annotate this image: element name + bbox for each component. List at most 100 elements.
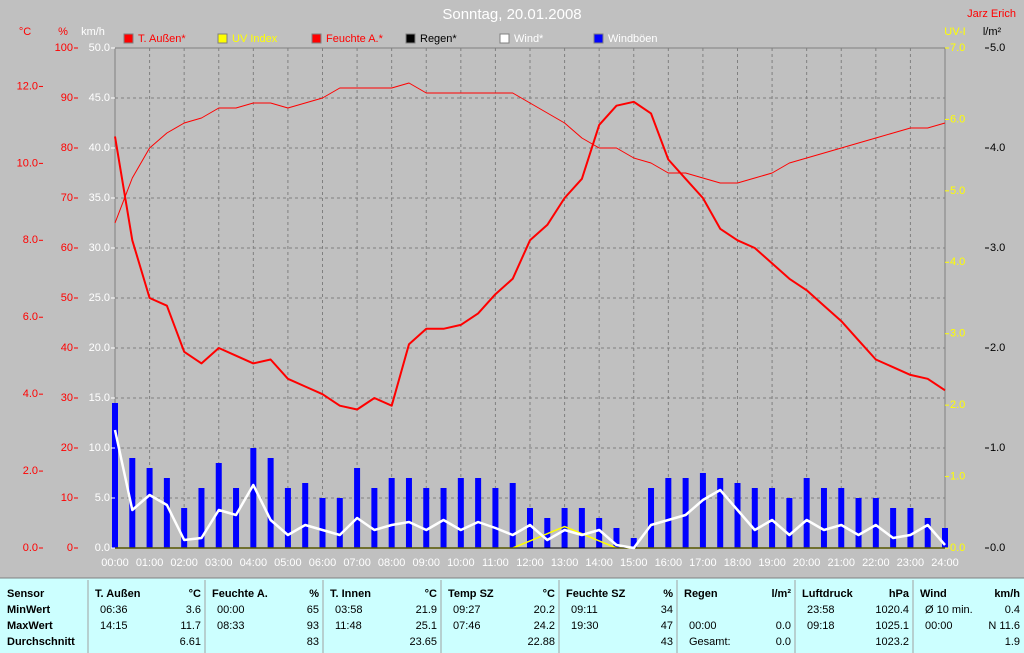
y-tick-label: 40 [61,342,73,354]
cell-time: 03:58 [335,604,363,616]
y-tick-label: 4.0 [23,388,38,400]
column-unit: l/m² [771,588,791,600]
stats-panel [0,578,1024,653]
gust-bar [163,478,170,548]
gust-bar [786,498,793,548]
y-tick-label: 3.0 [990,242,1005,254]
cell-value: 25.1 [416,620,437,632]
x-tick-label: 14:00 [585,557,613,569]
gust-bar [198,488,205,548]
x-tick-label: 05:00 [274,557,302,569]
gust-bar [371,488,378,548]
y-tick-label: 30.0 [89,242,110,254]
x-tick-label: 22:00 [862,557,890,569]
x-tick-label: 10:00 [447,557,475,569]
cell-value: 1023.2 [875,636,909,648]
column-unit: km/h [994,588,1020,600]
y-tick-label: 15.0 [89,392,110,404]
y-tick-label: 50 [61,292,73,304]
y-tick-label: 35.0 [89,192,110,204]
gust-bar [613,528,620,548]
x-tick-label: 16:00 [655,557,683,569]
gust-bar [855,498,862,548]
axes: 00:00 01:00 02:00 03:00 04:00 05:00 06:00 07:00… [17,26,1006,569]
cell-value: 93 [307,620,319,632]
y-tick-label: 0.0 [23,542,38,554]
cell-time: Gesamt: [689,636,731,648]
y-tick-label: 10 [61,492,73,504]
gust-bar [596,518,603,548]
cell-time: 09:11 [571,604,598,616]
gust-bar [717,478,724,548]
y-tick-label: 6.0 [950,113,965,125]
x-tick-label: 19:00 [758,557,786,569]
x-tick-label: 12:00 [516,557,544,569]
legend-swatch [217,33,228,44]
y-tick-label: 100 [55,42,73,54]
y-tick-label: 1.0 [950,470,965,482]
stats-table: Sensor T. Außen °C Feuchte A.% T. Innen °C Tem… [7,580,1020,653]
cell-time: 11:48 [335,620,362,632]
cell-value: 43 [661,636,673,648]
cell-value: 22.88 [527,636,555,648]
cell-value: 1.9 [1005,636,1020,648]
gust-bar [181,508,188,548]
cell-time: 08:33 [217,620,245,632]
gust-bar [907,508,914,548]
gust-bar [751,488,758,548]
x-tick-label: 13:00 [551,557,579,569]
x-tick-label: 07:00 [343,557,371,569]
gust-bar [423,488,430,548]
column-unit: % [663,588,673,600]
x-tick-label: 21:00 [827,557,855,569]
gust-bar [509,483,516,548]
y-tick-label: 2.0 [990,342,1005,354]
cell-value: 65 [307,604,319,616]
y-tick-label: 4.0 [950,256,965,268]
x-tick-label: 17:00 [689,557,717,569]
gust-bar [388,478,395,548]
gust-bar [284,488,291,548]
y-tick-label: 2.0 [23,465,38,477]
cell-value: 0.4 [1005,604,1020,616]
y-tick-label: 40.0 [89,142,110,154]
y-tick-label: 0.0 [950,542,965,554]
author: Jarz Erich [967,8,1016,20]
gust-bar [336,498,343,548]
y-tick-label: 5.0 [950,185,965,197]
legend-label: Regen* [420,33,457,45]
x-tick-label: 08:00 [378,557,406,569]
gust-bar [734,483,741,548]
y-tick-label: 0.0 [990,542,1005,554]
cell-time: 09:27 [453,604,481,616]
y-tick-label: 20.0 [89,342,110,354]
gust-bar [457,478,464,548]
gust-bar [319,498,326,548]
y-tick-label: 45.0 [89,92,110,104]
legend-swatch [593,33,604,44]
x-tick-label: 02:00 [170,557,198,569]
y-tick-label: 12.0 [17,80,38,92]
y-tick-label: 3.0 [950,328,965,340]
cell-value: 21.9 [416,604,437,616]
gust-bar [527,508,533,548]
cell-time: 00:00 [217,604,245,616]
row-label: MinWert [7,604,51,616]
gust-bar [665,478,672,548]
cell-time: 14:15 [100,620,128,632]
y-tick-label: 50.0 [89,42,110,54]
cell-time: 19:30 [571,620,599,632]
marks [112,82,948,550]
cell-value: 6.61 [180,636,201,648]
y-tick-label: 30 [61,392,73,404]
gust-bar [942,528,948,548]
column-unit: °C [543,588,555,600]
gust-bar [405,478,412,548]
legend-swatch [405,33,416,44]
cell-value: 11.7 [180,620,201,632]
cell-value: 47 [661,620,673,632]
column-header: Feuchte A. [212,588,268,600]
axis-unit: °C [19,26,31,38]
cell-value: 20.2 [534,604,555,616]
column-header: T. Innen [330,588,371,600]
